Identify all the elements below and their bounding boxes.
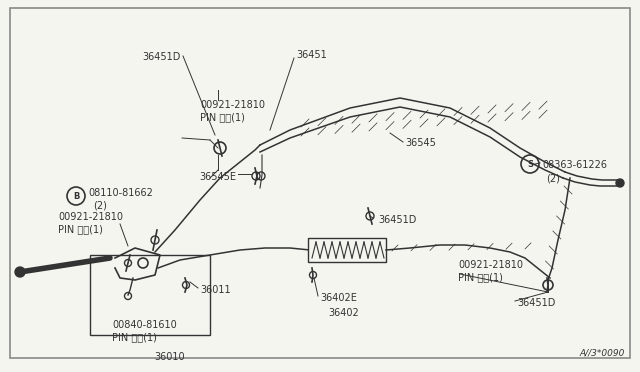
Text: PIN ビン(1): PIN ビン(1) bbox=[112, 332, 157, 342]
Text: 36402E: 36402E bbox=[320, 293, 357, 303]
Text: PIN ビン(1): PIN ビン(1) bbox=[458, 272, 503, 282]
Text: 00840-81610: 00840-81610 bbox=[112, 320, 177, 330]
Bar bbox=[308, 238, 386, 262]
Text: 36451: 36451 bbox=[296, 50, 327, 60]
Circle shape bbox=[616, 179, 624, 187]
Text: PIN ビン(1): PIN ビン(1) bbox=[200, 112, 245, 122]
Text: 36451D: 36451D bbox=[378, 215, 417, 225]
Text: 08110-81662: 08110-81662 bbox=[88, 188, 153, 198]
Text: 00921-21810: 00921-21810 bbox=[200, 100, 265, 110]
Text: 36451D: 36451D bbox=[143, 52, 181, 62]
Text: A//3*0090: A//3*0090 bbox=[580, 349, 625, 358]
Bar bbox=[90, 255, 210, 335]
Text: 36402: 36402 bbox=[328, 308, 359, 318]
Text: 36011: 36011 bbox=[200, 285, 230, 295]
Text: (2): (2) bbox=[546, 173, 560, 183]
Text: 36545: 36545 bbox=[405, 138, 436, 148]
Text: 36545E: 36545E bbox=[199, 172, 236, 182]
Text: 36010: 36010 bbox=[155, 352, 186, 362]
Text: 36451D: 36451D bbox=[517, 298, 556, 308]
Text: 00921-21810: 00921-21810 bbox=[58, 212, 123, 222]
Circle shape bbox=[15, 267, 25, 277]
Text: 08363-61226: 08363-61226 bbox=[542, 160, 607, 170]
Text: S: S bbox=[527, 160, 533, 169]
Text: B: B bbox=[73, 192, 79, 201]
Text: PIN ビン(1): PIN ビン(1) bbox=[58, 224, 103, 234]
Text: 00921-21810: 00921-21810 bbox=[458, 260, 523, 270]
Text: (2): (2) bbox=[93, 200, 107, 210]
